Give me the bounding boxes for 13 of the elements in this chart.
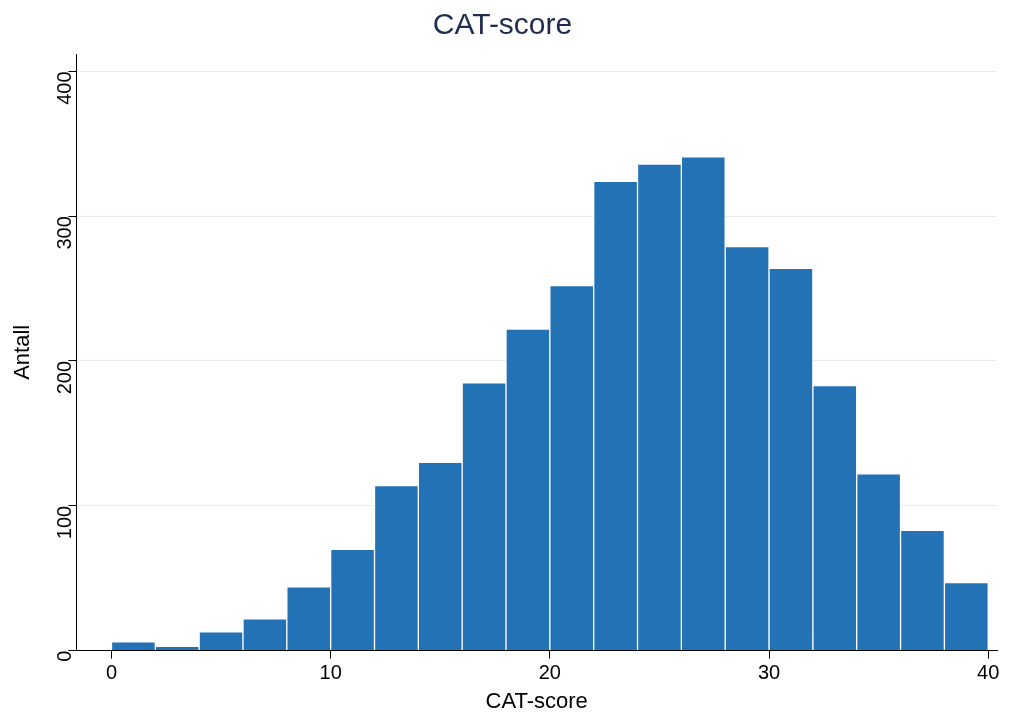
y-tick-label: 300 [52,216,75,250]
y-tick-label: 0 [52,650,75,662]
x-tick-label: 10 [319,661,342,684]
y-tick-label: 100 [52,505,75,540]
x-tick-label: 20 [538,661,561,684]
chart-title: CAT-score [432,7,573,41]
y-tick-label: 400 [52,71,75,105]
x-axis-title: CAT-score [485,687,588,713]
x-tick-label: 40 [977,661,1000,684]
x-tick-label: 0 [105,661,118,684]
y-tick-label: 200 [52,360,75,395]
y-axis-title: Antall [9,324,35,380]
x-tick-label: 30 [757,661,781,684]
